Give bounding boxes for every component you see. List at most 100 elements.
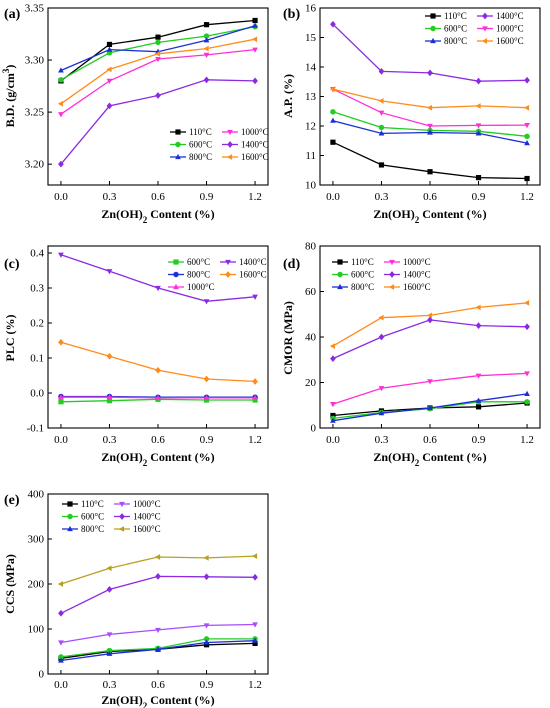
legend-label: 1600°C [133,524,161,534]
chart-panel-3: (d) 0.0 0.3 0.6 0.9 1.2 0 20 40 60 80 Zn(OH)2 Conte… [281,241,541,468]
data-point [378,410,385,416]
data-point [427,404,433,411]
legend-marker [173,283,179,290]
data-point [378,110,385,116]
data-point [378,386,385,392]
data-point [475,175,482,181]
data-point [58,609,64,617]
data-point [203,394,210,400]
data-point [58,654,64,660]
data-point [203,37,210,43]
data-point [58,640,64,646]
y-tick-label: 12 [305,121,316,133]
legend-label: 600°C [351,270,374,280]
legend-marker [119,513,125,520]
x-tick-label: 0.0 [54,191,68,203]
y-tick-label: 11 [305,150,316,162]
y-axis-label: B.D. (g/cm3) [1,65,17,128]
legend-marker [173,271,179,278]
legend-marker [173,259,179,265]
data-point [252,637,258,643]
data-point [203,45,209,52]
data-point [524,76,530,84]
legend-marker [430,37,436,44]
legend-label: 800°C [444,36,467,46]
legend-marker [67,501,73,507]
y-tick-label: 0.3 [30,283,44,295]
data-point [524,371,530,377]
y-tick-label: 0.4 [30,248,44,260]
y-tick-label: 3.35 [25,3,45,15]
data-point [524,133,530,140]
data-point [58,252,64,258]
data-point [155,92,161,99]
legend-label: 600°C [81,512,104,522]
data-point [252,22,258,28]
data-point [378,68,385,75]
panel-letter: (e) [4,493,20,508]
data-point [426,312,433,319]
y-tick-label: 0 [39,669,45,681]
legend-label: 110°C [351,257,374,267]
chart-panel-4: (e) 0.0 0.3 0.6 0.9 1.2 0 100 200 300 400 Zn(OH)2 C… [3,489,269,708]
data-point [523,104,530,111]
data-point [203,555,209,561]
panel-letter: (a) [4,7,21,22]
legend-label: 1000°C [496,24,524,34]
legend-marker [430,25,436,32]
legend-marker [175,129,181,135]
legend-marker [67,513,73,520]
legend-marker [225,259,231,266]
legend-label: 800°C [187,270,210,280]
data-point [58,77,64,83]
data-point [378,314,384,321]
legend-marker [225,271,231,278]
data-point [330,109,336,115]
legend-marker [67,525,73,532]
data-point [155,394,161,400]
data-point [475,130,482,136]
data-point [524,139,530,146]
data-point [203,623,210,629]
x-tick-label: 0.6 [151,679,165,691]
data-point [252,622,258,628]
data-point [106,398,113,404]
x-axis-label: Zn(OH)2 Content (%) [373,450,486,468]
legend-label: 1400°C [496,11,524,21]
data-point [203,22,210,28]
x-tick-label: 1.2 [520,191,534,203]
data-point [252,294,258,300]
data-point [251,36,258,43]
y-tick-label: 14 [305,62,317,74]
data-point [378,124,385,131]
legend-marker [118,526,125,532]
legend-marker [337,259,343,265]
legend-marker [389,259,395,266]
y-axis-label: CMOR (MPa) [281,301,295,375]
x-tick-label: 0.0 [54,434,68,446]
data-point [475,123,482,129]
data-point [58,160,64,168]
data-point [427,123,433,130]
y-tick-label: 0.2 [30,318,44,330]
x-tick-label: 0.3 [103,191,117,203]
y-tick-label: 80 [305,241,317,253]
legend-marker [481,38,488,44]
data-point [252,378,258,385]
series-line-4 [60,341,256,383]
legend-marker [175,141,181,148]
y-tick-label: 40 [305,332,317,344]
legend-label: 800°C [189,152,212,162]
data-point [106,647,113,654]
data-point [252,394,258,400]
data-point [524,399,530,405]
x-tick-label: 0.0 [54,679,68,691]
legend-label: 1400°C [133,512,161,522]
x-tick-label: 0.0 [326,191,340,203]
x-tick-label: 1.2 [248,191,262,203]
x-tick-label: 0.3 [375,191,389,203]
data-point [330,139,336,145]
legend-marker [227,129,233,136]
data-point [106,650,113,656]
legend-marker [337,271,343,278]
